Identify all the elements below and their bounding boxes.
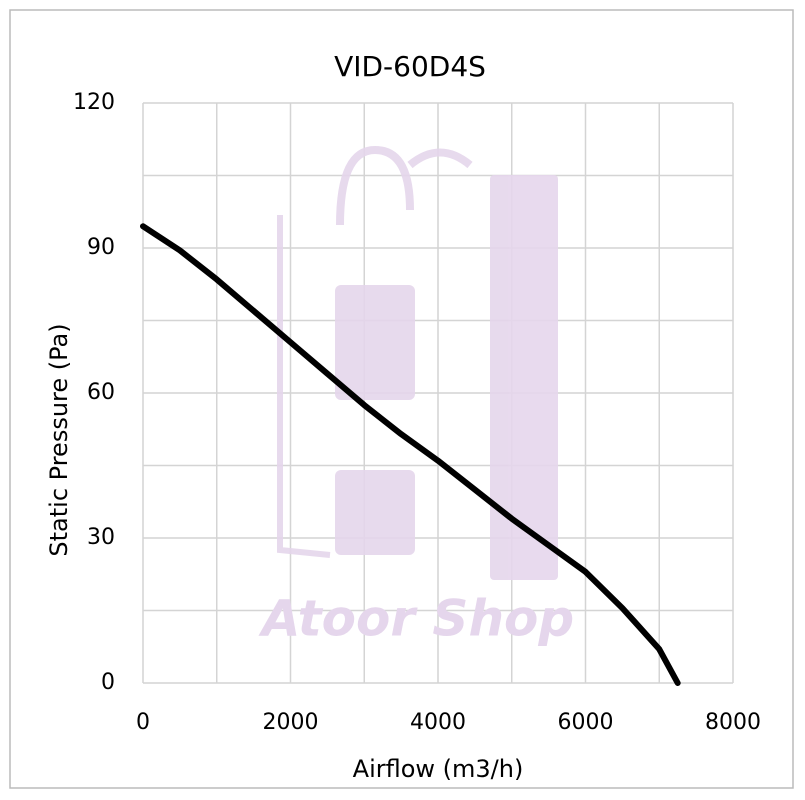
- grid: [142, 102, 734, 684]
- x-tick-label: 6000: [558, 710, 614, 735]
- watermark: Atoor Shop: [258, 590, 574, 648]
- x-axis-label: Airflow (m3/h): [353, 755, 524, 783]
- line: [140, 223, 681, 686]
- plot: [140, 223, 681, 686]
- x-tick-label: 8000: [705, 710, 761, 735]
- y-tick-label: 30: [87, 525, 115, 550]
- y-tick-label: 0: [101, 670, 115, 695]
- x-tick-label: 2000: [263, 710, 319, 735]
- chart-title: VID-60D4S: [334, 50, 486, 83]
- y-axis-label: Static Pressure (Pa): [45, 323, 73, 556]
- y-tick-label: 60: [87, 380, 115, 405]
- x-tick-label: 0: [136, 710, 150, 735]
- y-tick-label: 120: [73, 90, 115, 115]
- x-tick-label: 4000: [410, 710, 466, 735]
- y-tick-label: 90: [87, 235, 115, 260]
- watermark-shapes: [277, 145, 558, 580]
